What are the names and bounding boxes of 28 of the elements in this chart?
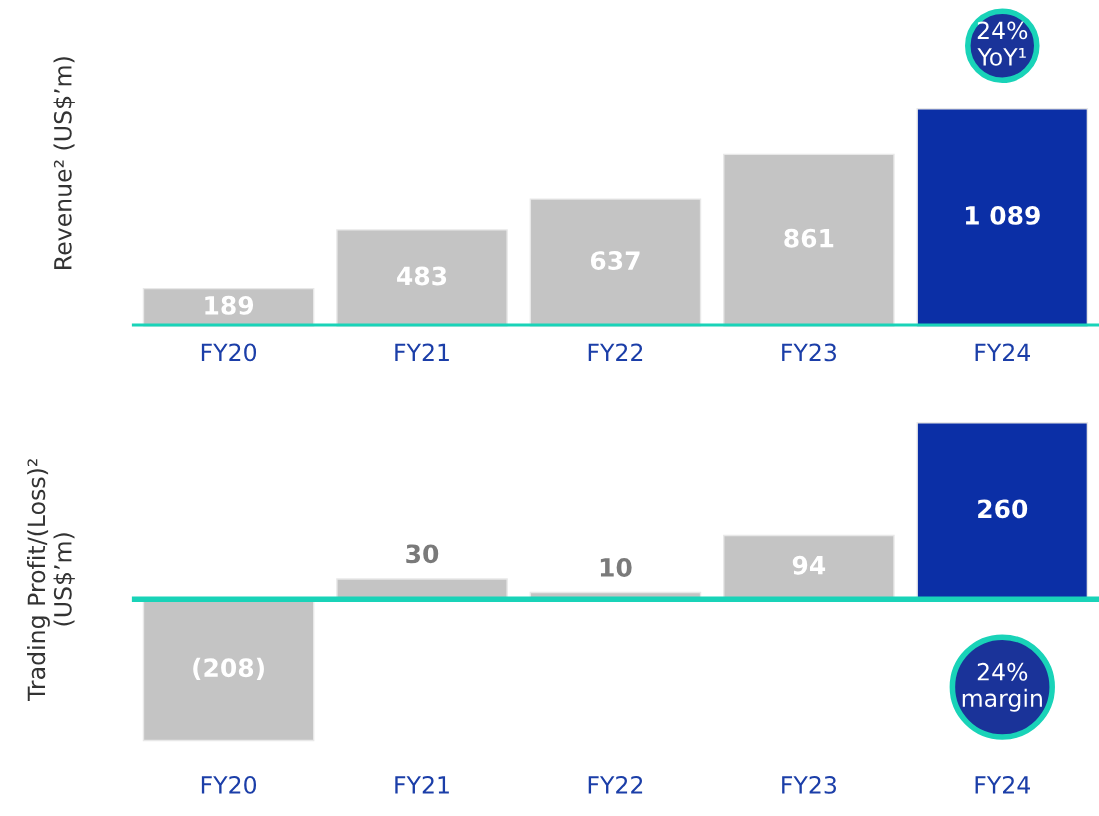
- bar: [723, 153, 895, 327]
- y-axis-title: Trading Profit/(Loss)² (US$’m): [27, 459, 75, 702]
- data-label: 637: [590, 251, 640, 271]
- text: 24% YoY¹: [977, 21, 1028, 66]
- annotation: 24% margin: [962, 662, 1042, 712]
- bar: [336, 229, 508, 327]
- x-tick-label: FY22: [588, 775, 643, 794]
- data-label: 260: [978, 499, 1028, 519]
- y-axis-title: Revenue² (US$’m): [53, 57, 75, 269]
- data-label: 10: [600, 557, 632, 577]
- data-label: 861: [784, 228, 834, 248]
- x-tick-label: FY21: [395, 343, 449, 362]
- x-tick-label: FY24: [975, 775, 1030, 794]
- data-label: 30: [406, 544, 439, 564]
- data-label: 94: [792, 555, 826, 575]
- data-label: (208): [193, 657, 264, 681]
- x-tick-label: FY20: [201, 343, 257, 362]
- data-label: 1 089: [965, 205, 1040, 225]
- data-label: 189: [205, 295, 254, 315]
- x-tick-label: FY21: [395, 775, 449, 794]
- x-tick-label: FY22: [588, 343, 643, 362]
- x-tick-label: FY24: [975, 343, 1030, 362]
- x-tick-label: FY23: [782, 343, 836, 362]
- bar: [529, 198, 702, 327]
- bar: [916, 108, 1089, 327]
- x-tick-label: FY23: [782, 775, 836, 794]
- x-tick-label: FY20: [201, 775, 257, 794]
- data-label: 483: [397, 266, 447, 286]
